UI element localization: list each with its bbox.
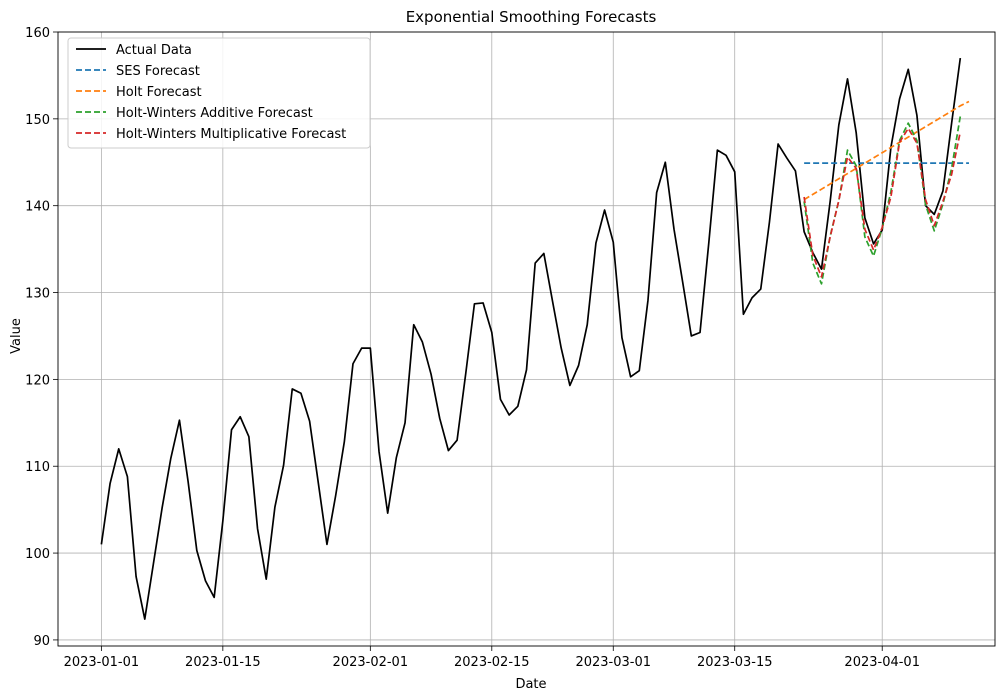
series-line-holt-forecast bbox=[803, 100, 970, 201]
x-tick-label: 2023-02-15 bbox=[454, 655, 530, 670]
y-tick-label: 130 bbox=[25, 287, 50, 302]
legend: Actual Data SES Forecast Holt Forecast Holt… bbox=[67, 37, 371, 149]
x-axis-label: Date bbox=[515, 677, 546, 692]
series-line-actual-data bbox=[100, 57, 962, 620]
x-tick-label: 2023-03-15 bbox=[697, 655, 773, 670]
y-tick-label: 150 bbox=[25, 113, 50, 128]
legend-label: Holt Forecast bbox=[116, 85, 202, 100]
x-tick-label: 2023-01-01 bbox=[64, 655, 140, 670]
legend-label: SES Forecast bbox=[116, 64, 200, 79]
axes-frame bbox=[57, 31, 996, 647]
x-tick-label: 2023-03-01 bbox=[575, 655, 651, 670]
legend-label: Actual Data bbox=[116, 43, 192, 58]
y-tick-label: 90 bbox=[33, 634, 50, 649]
y-axis-label: Value bbox=[9, 318, 24, 354]
legend-label: Holt-Winters Additive Forecast bbox=[116, 106, 313, 121]
y-tick-label: 100 bbox=[25, 547, 50, 562]
y-tick-label: 140 bbox=[25, 200, 50, 215]
legend-label: Holt-Winters Multiplicative Forecast bbox=[116, 127, 346, 142]
x-tick-label: 2023-04-01 bbox=[844, 655, 920, 670]
y-tick-label: 120 bbox=[25, 373, 50, 388]
y-tick-label: 160 bbox=[25, 26, 50, 41]
legend-box bbox=[67, 37, 371, 149]
plot-lines bbox=[100, 57, 970, 620]
x-tick-label: 2023-02-01 bbox=[333, 655, 409, 670]
x-tick-label: 2023-01-15 bbox=[185, 655, 261, 670]
y-tick-label: 110 bbox=[25, 460, 50, 475]
axes: 90 100 110 120 130 140 150 160 2023-01-01 2023-01… bbox=[25, 26, 996, 670]
series-line-holt-winters-multiplicative-forecast bbox=[803, 127, 962, 278]
chart-title: Exponential Smoothing Forecasts bbox=[406, 8, 657, 26]
